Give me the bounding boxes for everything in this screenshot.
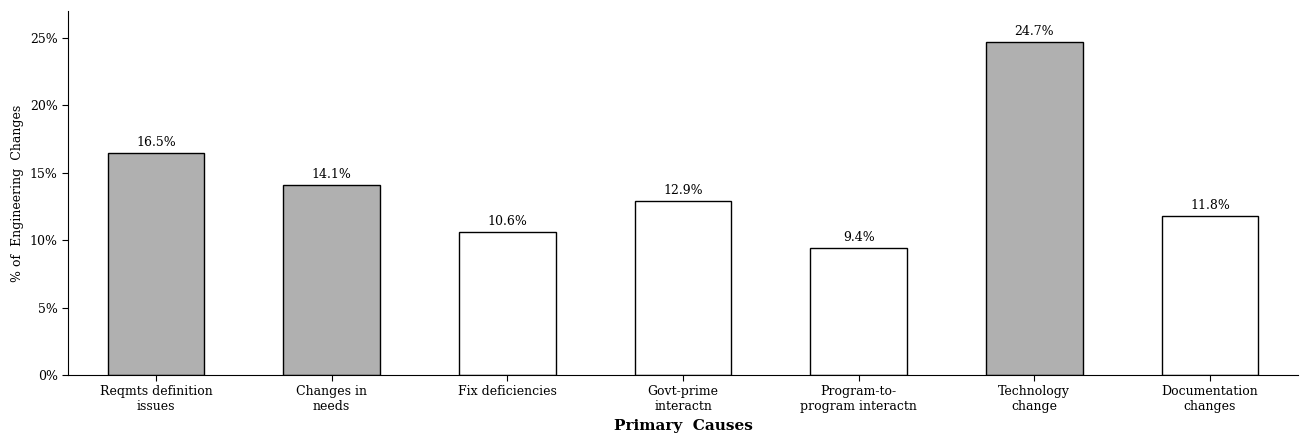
- Y-axis label: % of  Engineering  Changes: % of Engineering Changes: [10, 104, 24, 281]
- Bar: [459, 232, 555, 375]
- Bar: [635, 201, 732, 375]
- Text: 16.5%: 16.5%: [136, 135, 175, 149]
- Bar: [1161, 216, 1258, 375]
- Bar: [107, 153, 204, 375]
- Bar: [283, 185, 380, 375]
- Text: 14.1%: 14.1%: [312, 168, 352, 181]
- Text: 10.6%: 10.6%: [487, 215, 528, 228]
- X-axis label: Primary  Causes: Primary Causes: [614, 419, 753, 433]
- Text: 11.8%: 11.8%: [1190, 199, 1230, 212]
- Text: 9.4%: 9.4%: [843, 231, 874, 244]
- Text: 24.7%: 24.7%: [1014, 25, 1054, 38]
- Bar: [810, 248, 907, 375]
- Bar: [986, 42, 1083, 375]
- Text: 12.9%: 12.9%: [664, 184, 703, 197]
